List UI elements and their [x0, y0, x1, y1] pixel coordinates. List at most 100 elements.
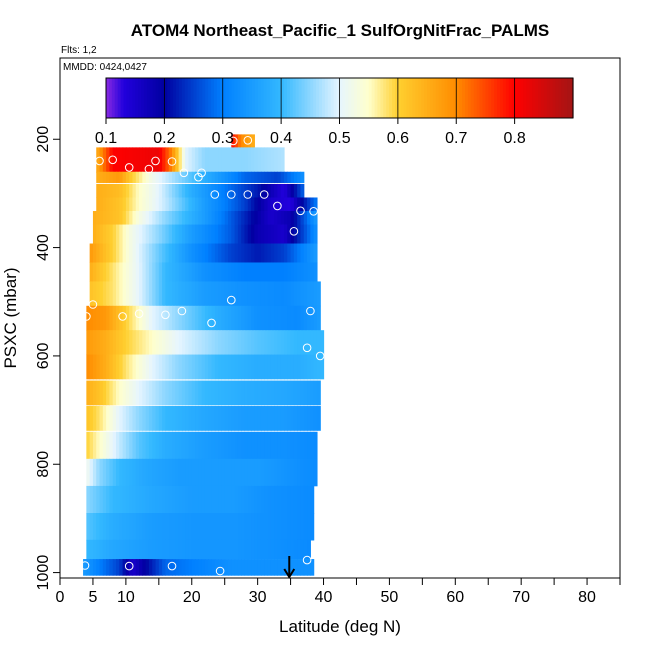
heat-cell: [125, 243, 130, 263]
heat-cell: [204, 147, 209, 173]
heat-cell: [178, 224, 183, 244]
heat-cell: [221, 354, 226, 380]
heat-cell: [260, 406, 265, 431]
heat-cell: [152, 262, 157, 282]
heat-cell: [313, 431, 318, 460]
colorbar-swatch: [438, 78, 443, 118]
colorbar-swatch: [202, 78, 206, 118]
colorbar-swatch: [240, 78, 244, 118]
heat-cell: [244, 559, 249, 576]
heat-cell: [270, 183, 275, 198]
colorbar-swatch: [199, 78, 203, 118]
heat-cell: [204, 262, 209, 282]
heat-cell: [208, 243, 213, 263]
heat-cell: [89, 513, 94, 541]
heat-cell: [92, 406, 97, 431]
heat-cell: [260, 559, 265, 576]
colorbar-swatch: [205, 78, 209, 118]
heat-cell: [158, 171, 163, 183]
sample-point: [227, 190, 236, 199]
heat-cell: [185, 354, 190, 380]
heat-cell: [155, 539, 160, 560]
heat-cell: [307, 380, 311, 406]
colorbar-swatch: [564, 78, 568, 118]
colorbar-swatch: [222, 78, 227, 118]
colorbar-swatch: [517, 78, 522, 118]
heat-cell: [139, 406, 143, 431]
heat-cell: [102, 224, 107, 244]
heat-cell: [195, 559, 199, 576]
heat-cell: [300, 243, 305, 263]
heat-cell: [303, 224, 308, 244]
heat-cell: [310, 330, 315, 355]
heat-cell: [264, 559, 269, 576]
colorbar-swatch: [473, 78, 478, 118]
heat-cell: [303, 211, 308, 225]
heat-cell: [228, 211, 232, 225]
heat-cell: [155, 171, 160, 183]
heat-cell: [277, 431, 282, 460]
heat-cell: [287, 485, 292, 514]
heat-cell: [132, 513, 137, 541]
heat-cell: [234, 539, 239, 560]
heat-cell: [201, 305, 206, 331]
heat-cell: [165, 281, 170, 307]
heat-cell: [155, 183, 160, 198]
heat-cell: [102, 431, 107, 460]
heat-cell: [254, 458, 259, 487]
heat-cell: [208, 262, 213, 282]
heat-cell: [274, 243, 279, 263]
heat-cell: [303, 458, 308, 487]
colorbar-swatch: [225, 78, 230, 118]
heat-cell: [303, 406, 308, 431]
heat-cell: [119, 431, 124, 460]
heat-cell: [142, 171, 147, 183]
heat-cell: [280, 281, 285, 307]
colorbar-swatch: [143, 78, 148, 118]
heat-cell: [89, 485, 94, 514]
heat-cell: [247, 147, 252, 173]
heat-cell: [178, 211, 183, 225]
heat-cell: [152, 431, 157, 460]
heat-cell: [274, 559, 279, 576]
heat-cell: [109, 305, 114, 331]
colorbar-swatch: [409, 78, 414, 118]
heat-cell: [204, 224, 209, 244]
heat-cell: [172, 211, 176, 225]
heat-cell: [284, 305, 288, 331]
heat-cell: [287, 406, 292, 431]
heat-cell: [267, 262, 272, 282]
heat-cell: [106, 224, 111, 244]
heat-cell: [168, 147, 173, 173]
heat-cell: [89, 305, 94, 331]
heat-cell: [277, 171, 282, 183]
colorbar-swatch: [502, 78, 507, 118]
colorbar-swatch: [526, 78, 530, 118]
heat-cell: [300, 281, 305, 307]
heat-cell: [152, 211, 157, 225]
heat-cell: [300, 431, 305, 460]
heat-cell: [158, 330, 163, 355]
heat-cell: [142, 458, 147, 487]
heat-cell: [119, 458, 124, 487]
sample-point: [227, 295, 236, 305]
heat-cell: [86, 539, 91, 560]
sample-point: [289, 227, 299, 236]
heat-cell: [129, 147, 134, 173]
heat-cell: [168, 406, 173, 431]
heat-cell: [257, 224, 262, 244]
dates-label: MMDD: 0424,0427: [63, 62, 147, 73]
heat-cell: [116, 539, 120, 560]
heat-cell: [152, 380, 157, 406]
heat-cell: [119, 485, 124, 514]
heat-cell: [92, 539, 97, 560]
heat-cell: [96, 539, 101, 560]
heat-cell: [165, 380, 170, 406]
heat-cell: [106, 147, 111, 173]
heat-cell: [185, 380, 190, 406]
heat-cell: [247, 380, 252, 406]
heat-cell: [277, 485, 282, 514]
heat-cell: [254, 243, 259, 263]
heat-cell: [129, 406, 134, 431]
heat-cell: [178, 197, 183, 212]
